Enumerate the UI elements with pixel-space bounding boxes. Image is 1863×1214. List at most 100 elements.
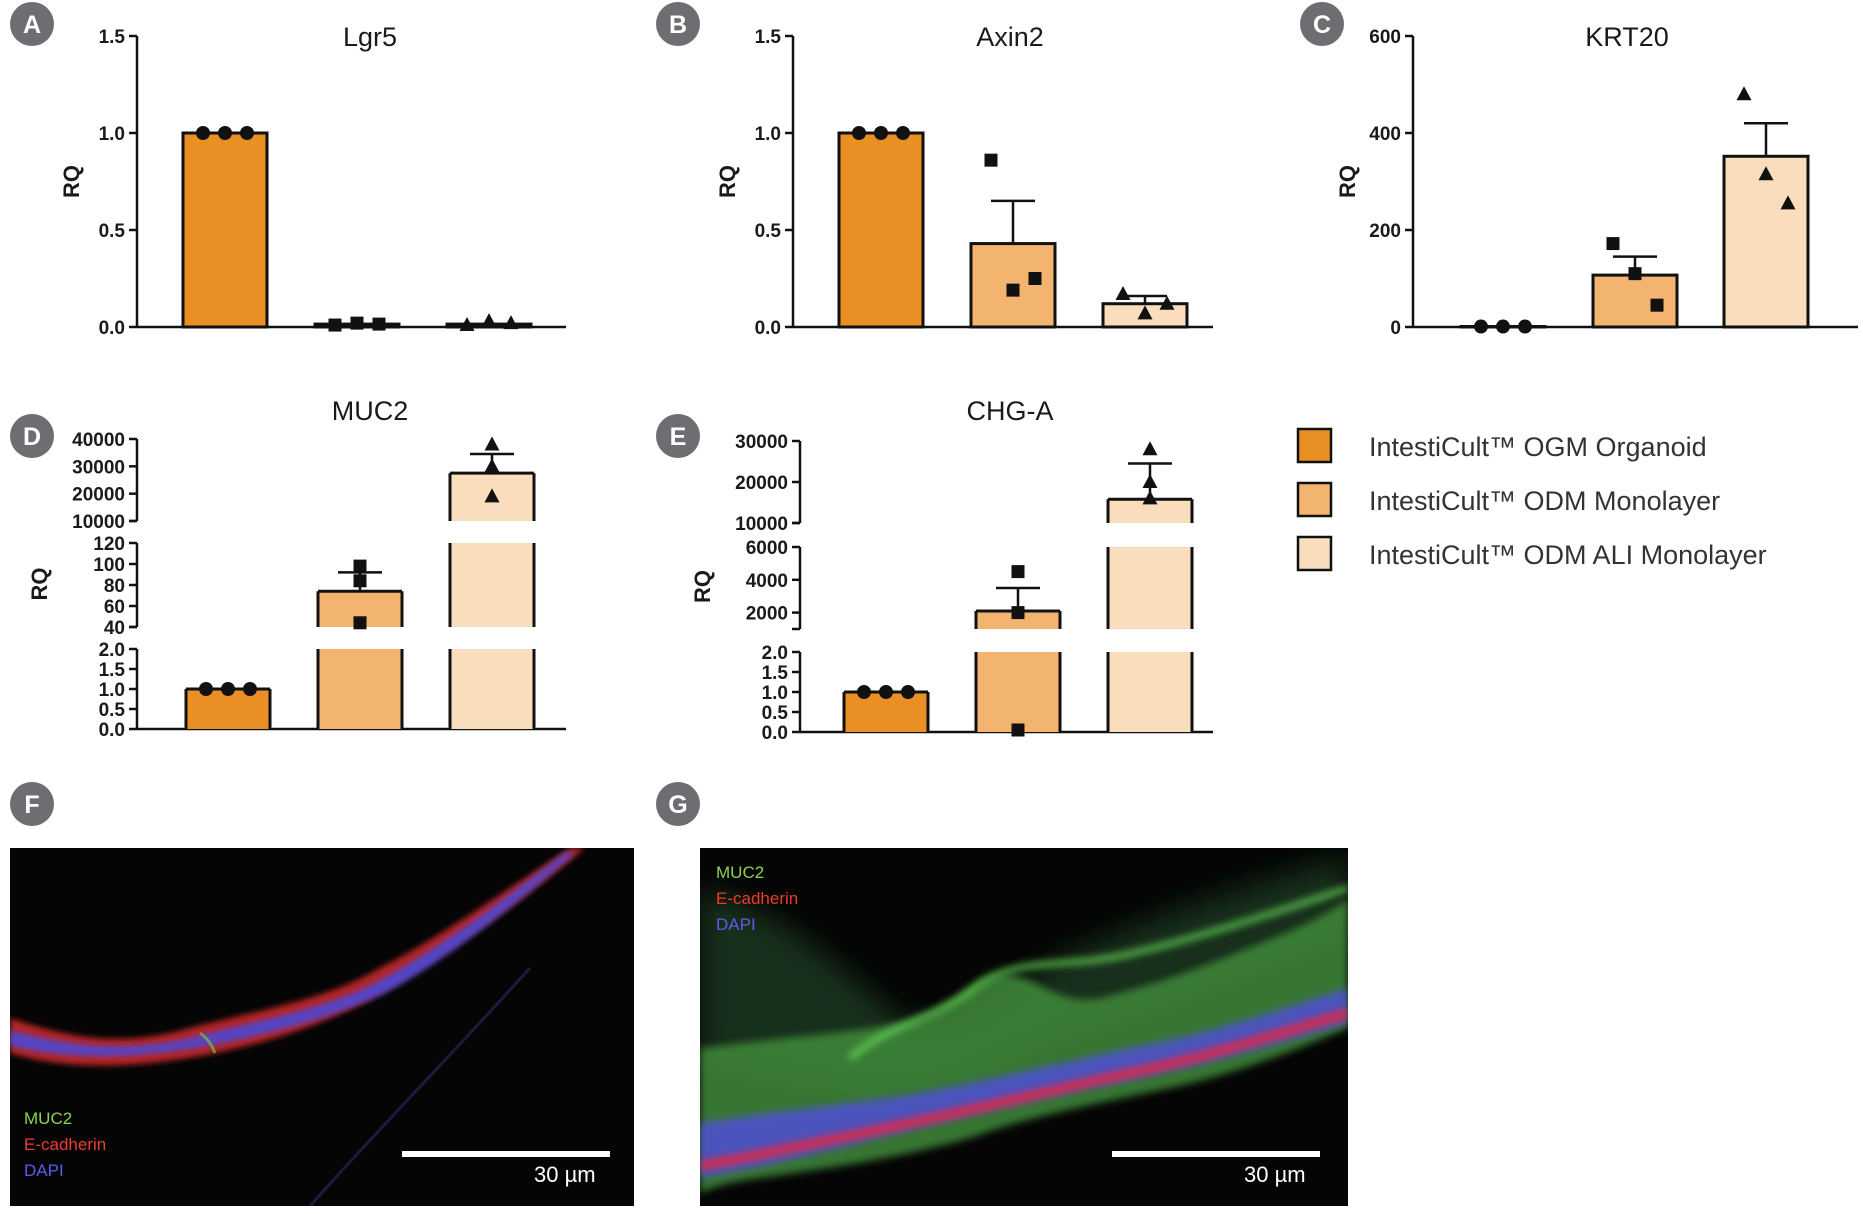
y-tick-label: 0.5: [762, 703, 789, 724]
data-point: [503, 315, 519, 330]
y-tick-label: 80: [104, 576, 125, 597]
channel-label-muc2: MUC2: [716, 863, 765, 882]
panel-badge: [1300, 2, 1344, 46]
y-tick-label: 30000: [735, 432, 788, 453]
y-tick-label: 400: [1369, 124, 1401, 145]
data-point: [199, 682, 213, 696]
micrograph-f: MUC2 E-cadherin DAPI 30 µm: [10, 848, 634, 1206]
data-point: [350, 316, 364, 330]
y-tick-label: 0.0: [755, 318, 781, 339]
bar: [976, 652, 1060, 732]
data-point: [1028, 272, 1042, 285]
scale-label: 30 µm: [534, 1162, 596, 1187]
y-tick-label: 2000: [746, 604, 788, 625]
y-tick-label: 2.0: [762, 643, 788, 664]
bar: [976, 610, 1060, 629]
bar: [1722, 154, 1810, 329]
bar: [1108, 547, 1192, 629]
data-point: [1474, 319, 1488, 334]
y-tick-label: 100: [93, 555, 125, 576]
scale-bar: [1112, 1151, 1320, 1157]
channel-label-muc2: MUC2: [24, 1109, 73, 1128]
y-axis-label: RQ: [1335, 165, 1360, 198]
data-point: [1011, 565, 1025, 579]
data-point: [984, 153, 998, 167]
bar: [450, 543, 534, 627]
micrograph-f-tissue: [10, 848, 585, 1206]
data-point: [879, 685, 893, 699]
data-point: [1006, 283, 1020, 297]
bar: [837, 131, 925, 329]
scale-label: 30 µm: [1244, 1162, 1306, 1187]
y-axis-label: RQ: [27, 568, 52, 601]
y-tick-label: 1.0: [755, 124, 781, 145]
panel-badge: [10, 782, 54, 826]
y-tick-label: 1.5: [99, 27, 126, 48]
y-tick-label: 0: [1390, 318, 1401, 339]
panel-badge-letter: A: [23, 11, 41, 39]
y-tick-label: 6000: [746, 538, 788, 559]
data-point: [1496, 319, 1510, 334]
bar: [1108, 499, 1192, 523]
channel-label-ecadherin: E-cadherin: [716, 889, 799, 908]
y-tick-label: 20000: [72, 485, 125, 506]
data-point: [328, 318, 342, 332]
y-axis-label: RQ: [690, 570, 715, 603]
y-tick-label: 10000: [72, 512, 125, 533]
data-point: [353, 559, 367, 573]
bar: [1591, 273, 1679, 329]
panel-badge-letter: F: [24, 791, 39, 819]
y-tick-label: 0.5: [99, 221, 126, 242]
y-tick-label: 0.0: [99, 720, 125, 741]
data-point: [874, 126, 888, 140]
y-tick-label: 0.0: [762, 723, 788, 744]
data-point: [1011, 723, 1025, 737]
bar: [318, 649, 402, 729]
data-point: [1137, 305, 1153, 320]
y-axis-label: RQ: [715, 165, 740, 198]
chart-title: Lgr5: [343, 22, 397, 52]
data-point: [1780, 195, 1796, 210]
data-point: [1758, 166, 1774, 181]
legend-swatch: [1296, 535, 1333, 572]
data-point: [1011, 606, 1025, 620]
y-tick-label: 200: [1369, 221, 1401, 242]
data-point: [481, 313, 497, 328]
y-tick-label: 10000: [735, 514, 788, 535]
bar: [1108, 652, 1192, 732]
y-tick-label: 0.5: [755, 221, 782, 242]
y-tick-label: 600: [1369, 27, 1401, 48]
legend-swatch: [1296, 481, 1333, 518]
bar: [181, 131, 269, 329]
bar: [450, 649, 534, 729]
data-point: [896, 126, 910, 140]
y-tick-label: 1.5: [762, 663, 789, 684]
data-point: [1628, 267, 1642, 281]
data-point: [901, 685, 915, 699]
legend-label: IntestiCult™ ODM ALI Monolayer: [1369, 540, 1767, 570]
panel-badge: [656, 782, 700, 826]
panel-badge-letter: G: [668, 791, 687, 819]
legend-label: IntestiCult™ OGM Organoid: [1369, 432, 1707, 462]
y-tick-label: 4000: [746, 571, 788, 592]
y-tick-label: 60: [104, 597, 125, 618]
scale-bar: [402, 1151, 610, 1157]
y-tick-label: 1.0: [99, 680, 125, 701]
data-point: [1142, 441, 1158, 456]
y-tick-label: 20000: [735, 473, 788, 494]
data-point: [1650, 298, 1664, 312]
data-point: [1142, 490, 1158, 505]
y-tick-label: 2.0: [99, 640, 125, 661]
micrograph-g: MUC2 E-cadherin DAPI 30 µm: [700, 848, 1348, 1206]
data-point: [1606, 237, 1620, 251]
legend-label: IntestiCult™ ODM Monolayer: [1369, 486, 1720, 516]
panel-badge-letter: C: [1313, 11, 1331, 39]
y-tick-label: 120: [93, 534, 125, 555]
micrograph-g-tissue: [700, 858, 1348, 1193]
data-point: [1115, 286, 1131, 301]
data-point: [218, 126, 232, 140]
y-tick-label: 1.5: [755, 27, 782, 48]
y-tick-label: 0.0: [99, 318, 125, 339]
panel-badge-letter: B: [669, 11, 687, 39]
y-tick-label: 30000: [72, 457, 125, 478]
